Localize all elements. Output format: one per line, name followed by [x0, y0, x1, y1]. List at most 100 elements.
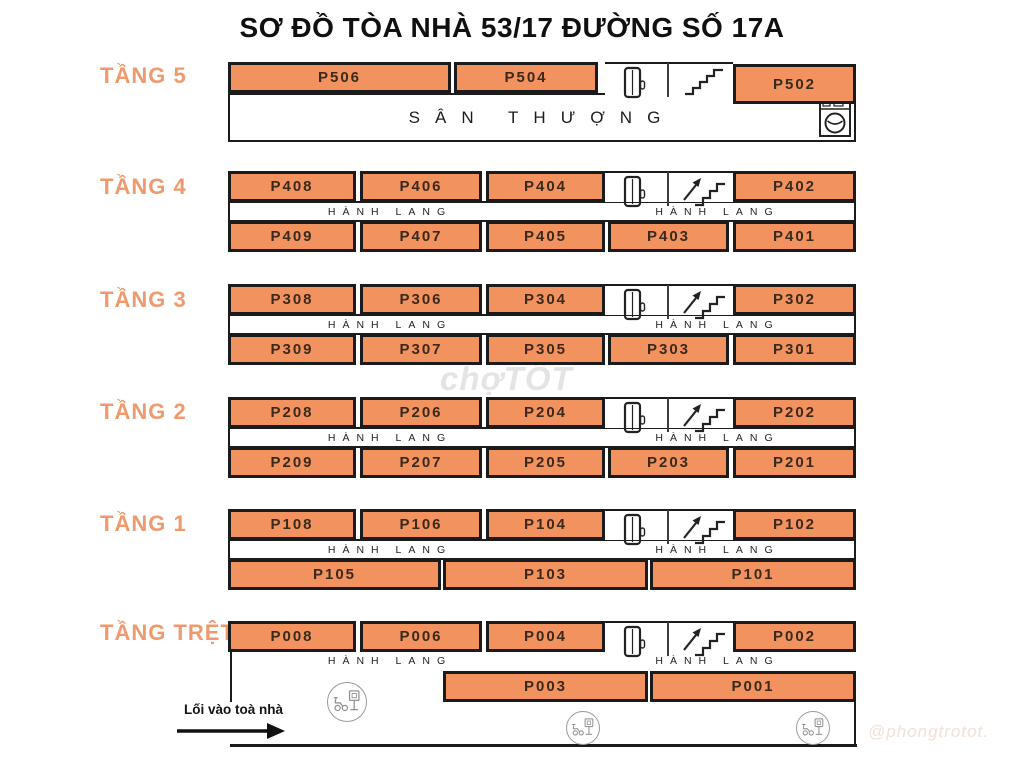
motorbike-parking-spot	[327, 682, 367, 722]
room-p306: P306	[360, 284, 482, 315]
elevator-icon	[623, 625, 646, 658]
room-p204: P204	[486, 397, 605, 428]
room-p203: P203	[608, 447, 729, 478]
room-p004: P004	[486, 621, 605, 652]
room-p304: P304	[486, 284, 605, 315]
floor-label-tang-tret: TẦNG TRỆT	[100, 620, 235, 645]
room-p003: P003	[443, 671, 648, 702]
room-p108: P108	[228, 509, 356, 540]
room-p103: P103	[443, 559, 648, 590]
room-p408: P408	[228, 171, 356, 202]
cell-divider	[667, 63, 669, 97]
corridor-label-right: HÀNH LANG	[655, 655, 780, 667]
rooftop-label: SÂN THƯỢNG	[408, 107, 676, 127]
motorbike-parking-icon	[333, 690, 360, 712]
room-p208: P208	[228, 397, 356, 428]
arrow-right-icon	[177, 723, 285, 739]
room-p101: P101	[650, 559, 856, 590]
room-p307: P307	[360, 334, 482, 365]
cell-divider	[667, 172, 669, 206]
room-p303: P303	[608, 334, 729, 365]
room-p202: P202	[733, 397, 856, 428]
corridor-label-left: HÀNH LANG	[327, 206, 453, 218]
elevator-icon	[623, 66, 646, 99]
room-p305: P305	[486, 334, 605, 365]
room-p309: P309	[228, 334, 356, 365]
elevator-icon	[623, 175, 646, 208]
room-p407: P407	[360, 221, 482, 252]
washing-machine-icon	[819, 99, 851, 137]
floor-label-tang-3: TẦNG 3	[100, 287, 187, 312]
ground-bottom-wall	[230, 744, 857, 747]
room-p302: P302	[733, 284, 856, 315]
room-p104: P104	[486, 509, 605, 540]
floor-label-tang-4: TẦNG 4	[100, 174, 187, 199]
motorbike-parking-icon	[802, 718, 824, 736]
room-p002: P002	[733, 621, 856, 652]
room-p404: P404	[486, 171, 605, 202]
corridor-label-left: HÀNH LANG	[327, 432, 453, 444]
stairs-up-arrow-icon	[683, 628, 725, 657]
lift-stair-cell-3	[605, 284, 733, 321]
room-p006: P006	[360, 621, 482, 652]
corridor-label-right: HÀNH LANG	[655, 206, 780, 218]
entrance-label: Lối vào toà nhà	[184, 702, 284, 717]
room-p106: P106	[360, 509, 482, 540]
room-p409: P409	[228, 221, 356, 252]
page-title: SƠ ĐỒ TÒA NHÀ 53/17 ĐƯỜNG SỐ 17A	[239, 12, 785, 43]
elevator-icon	[623, 288, 646, 321]
room-p405: P405	[486, 221, 605, 252]
ground-left-wall	[230, 652, 232, 702]
corridor-label-right: HÀNH LANG	[655, 544, 780, 556]
floor-label-tang-5: TẦNG 5	[100, 63, 187, 88]
room-p401: P401	[733, 221, 856, 252]
cell-divider	[667, 285, 669, 319]
corridor-label-right: HÀNH LANG	[655, 432, 780, 444]
elevator-icon	[623, 513, 646, 546]
floor-label-tang-2: TẦNG 2	[100, 399, 187, 424]
lift-stair-cell-4	[605, 171, 733, 208]
cell-divider	[667, 510, 669, 544]
stairs-icon	[685, 68, 723, 96]
room-p403: P403	[608, 221, 729, 252]
stairs-up-arrow-icon	[683, 404, 725, 433]
room-p506: P506	[228, 62, 451, 93]
stairs-up-arrow-icon	[683, 516, 725, 545]
chotot-watermark: chợTỐT	[440, 360, 573, 397]
corridor-label-left: HÀNH LANG	[327, 655, 453, 667]
room-p207: P207	[360, 447, 482, 478]
room-p201: P201	[733, 447, 856, 478]
room-p504: P504	[454, 62, 598, 93]
elevator-icon	[623, 401, 646, 434]
room-p205: P205	[486, 447, 605, 478]
cell-divider	[667, 622, 669, 656]
stairs-up-arrow-icon	[683, 291, 725, 320]
corridor-label-left: HÀNH LANG	[327, 544, 453, 556]
room-p102: P102	[733, 509, 856, 540]
lift-stair-cell-2	[605, 397, 733, 434]
lift-stair-cell-0	[605, 621, 733, 658]
author-watermark: @phongtrotot.	[868, 722, 989, 741]
floor-label-tang-1: TẦNG 1	[100, 511, 187, 536]
motorbike-parking-spot	[566, 711, 600, 745]
room-p402: P402	[733, 171, 856, 202]
room-p008: P008	[228, 621, 356, 652]
room-p206: P206	[360, 397, 482, 428]
corridor-label-right: HÀNH LANG	[655, 319, 780, 331]
room-p406: P406	[360, 171, 482, 202]
room-p301: P301	[733, 334, 856, 365]
motorbike-parking-spot	[796, 711, 830, 745]
room-p502: P502	[733, 64, 856, 104]
cell-divider	[667, 398, 669, 432]
motorbike-parking-icon	[572, 718, 594, 736]
lift-stair-cell-1	[605, 509, 733, 546]
corridor-label-left: HÀNH LANG	[327, 319, 453, 331]
ground-right-wall	[854, 702, 856, 744]
room-p001: P001	[650, 671, 856, 702]
room-p105: P105	[228, 559, 441, 590]
room-p209: P209	[228, 447, 356, 478]
lift-stair-cell-5	[605, 62, 733, 99]
stairs-up-arrow-icon	[683, 178, 725, 207]
room-p308: P308	[228, 284, 356, 315]
